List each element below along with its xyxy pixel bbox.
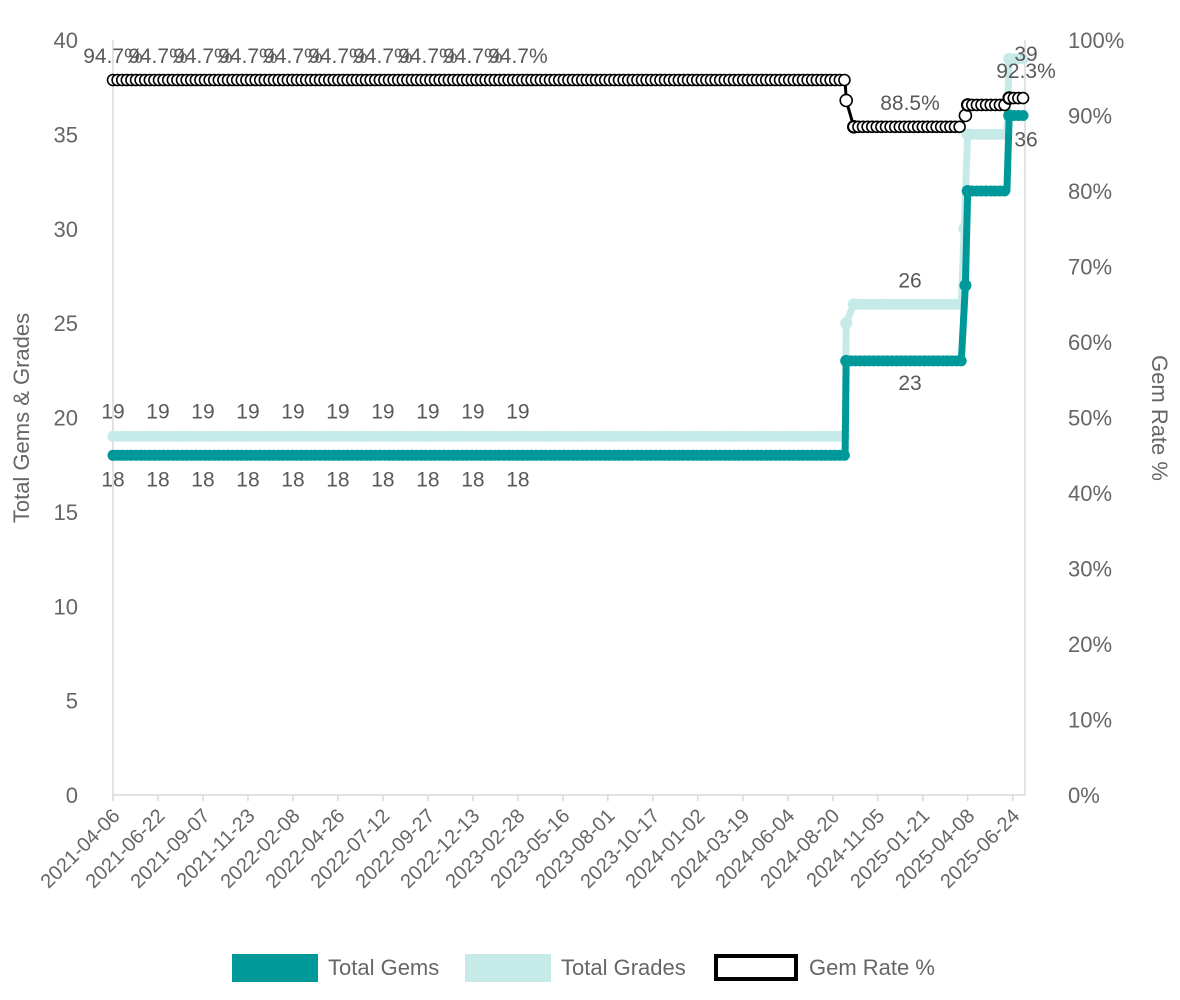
- gem-rate-data-label: 94.7%: [308, 45, 368, 68]
- gem-rate-data-label: 94.7%: [128, 45, 188, 68]
- y-left-tick-label: 30: [54, 217, 78, 242]
- total-grades-data-label: 19: [461, 400, 484, 423]
- total-gems-data-label: 18: [101, 468, 124, 491]
- total-gems-data-label: 18: [281, 468, 304, 491]
- gem-rate-data-label: 88.5%: [880, 92, 940, 115]
- total-gems-point: [838, 449, 850, 461]
- gem-rate-data-label: 94.7%: [173, 45, 233, 68]
- gem-rate-data-label: 94.7%: [218, 45, 278, 68]
- gem-rate-point: [838, 73, 851, 87]
- gem-rate-data-label: 94.7%: [488, 45, 548, 68]
- y-left-axis-title: Total Gems & Grades: [9, 313, 34, 523]
- total-gems-data-label: 18: [146, 468, 169, 491]
- total-gems-series: [107, 109, 1029, 461]
- gem-rate-data-label: 94.7%: [443, 45, 503, 68]
- total-grades-line: [109, 55, 1029, 440]
- total-grades-data-label: 19: [281, 400, 304, 423]
- total-gems-data-label: 18: [506, 468, 529, 491]
- total-gems-data-label: 18: [416, 468, 439, 491]
- y-left-tick-label: 25: [54, 311, 78, 336]
- legend-label: Total Grades: [561, 955, 686, 980]
- gem-rate-series: [106, 73, 1030, 134]
- y-left-tick-label: 10: [54, 594, 78, 619]
- gem-rate-point: [953, 120, 966, 134]
- y-left-tick-label: 40: [54, 28, 78, 53]
- total-grades-data-label: 19: [416, 400, 439, 423]
- y-right-tick-label: 70%: [1068, 255, 1112, 280]
- total-grades-point: [1017, 53, 1029, 65]
- data-labels: 19 19 19 19 19 19 19 19 19 19 26 39 18 18 18 18 18 18 18 18…: [83, 43, 1056, 491]
- y-right-tick-label: 80%: [1068, 179, 1112, 204]
- y-right-tick-label: 30%: [1068, 557, 1112, 582]
- y-right-tick-label: 20%: [1068, 632, 1112, 657]
- legend-label: Gem Rate %: [809, 955, 935, 980]
- total-grades-data-label: 19: [236, 400, 259, 423]
- y-right-tick-label: 40%: [1068, 481, 1112, 506]
- y-left-tick-label: 0: [66, 783, 78, 808]
- total-grades-data-label: 19: [101, 400, 124, 423]
- y-right-tick-label: 0%: [1068, 783, 1100, 808]
- total-grades-data-label: 39: [1014, 43, 1037, 66]
- gem-rate-data-label: 94.7%: [263, 45, 323, 68]
- gem-rate-data-label: 94.7%: [398, 45, 458, 68]
- y-left-tick-label: 20: [54, 406, 78, 431]
- y-left-tick-label: 5: [66, 689, 78, 714]
- total-gems-data-label: 36: [1014, 129, 1037, 152]
- gem-rate-data-label: 92.3%: [996, 60, 1056, 83]
- total-grades-data-label: 19: [506, 400, 529, 423]
- y-right-tick-label: 10%: [1068, 708, 1112, 733]
- total-gems-data-label: 18: [371, 468, 394, 491]
- y-right-tick-label: 50%: [1068, 406, 1112, 431]
- total-gems-point: [1017, 110, 1029, 121]
- y-right-tick-label: 60%: [1068, 330, 1112, 355]
- gem-rate-data-label: 94.7%: [83, 45, 143, 68]
- total-gems-data-label: 18: [236, 468, 259, 491]
- legend-label: Total Gems: [328, 955, 439, 980]
- total-grades-point: [840, 317, 853, 330]
- total-gems-data-label: 23: [898, 372, 921, 395]
- total-grades-data-label: 19: [326, 400, 349, 423]
- y-right-tick-label: 100%: [1068, 28, 1124, 53]
- y-right-tick-label: 90%: [1068, 104, 1112, 129]
- total-grades-data-label: 19: [191, 400, 214, 423]
- legend-swatch-total-grades: [465, 954, 551, 982]
- total-grades-data-label: 26: [898, 269, 921, 292]
- gem-rate-point: [839, 93, 854, 108]
- legend-swatch-gem-rate: [714, 954, 798, 981]
- y-right-axis-title: Gem Rate %: [1147, 355, 1172, 481]
- total-gems-data-label: 18: [191, 468, 214, 491]
- y-left-tick-label: 35: [54, 122, 78, 147]
- total-gems-point: [955, 355, 967, 367]
- total-gems-point: [959, 279, 972, 292]
- total-gems-point: [999, 185, 1010, 197]
- y-left-tick-label: 15: [54, 500, 78, 525]
- total-grades-data-label: 19: [371, 400, 394, 423]
- gem-rate-data-label: 94.7%: [353, 45, 413, 68]
- gem-rate-point: [1016, 91, 1030, 105]
- total-gems-data-label: 18: [461, 468, 484, 491]
- legend-swatch-total-gems: [232, 954, 318, 982]
- total-gems-data-label: 18: [326, 468, 349, 491]
- legend: Total Gems Total Grades Gem Rate %: [232, 954, 935, 982]
- total-grades-data-label: 19: [146, 400, 169, 423]
